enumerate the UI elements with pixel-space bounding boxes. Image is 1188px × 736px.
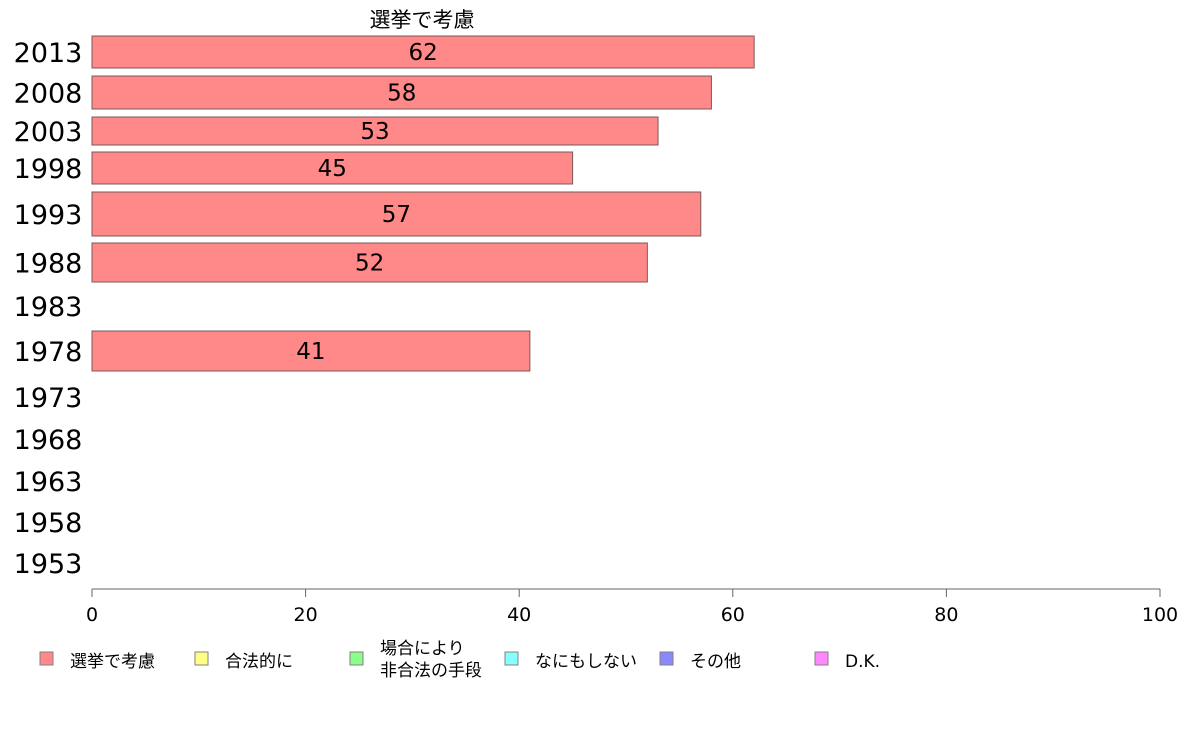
legend-label: 選挙で考慮 [70,652,155,672]
bar-value-label: 45 [318,156,347,182]
category-label: 1953 [14,549,83,580]
category-label: 1973 [14,383,83,414]
x-axis: 0 20 40 60 80 100 [86,588,1178,626]
category-labels: 2013 2008 2003 1998 1993 1988 1983 1978 1973 1968… [14,38,83,580]
x-tick-label: 80 [934,604,958,626]
category-label: 1993 [14,200,83,231]
legend-label: その他 [690,652,741,672]
category-label: 1978 [14,337,83,368]
category-label: 1988 [14,249,83,280]
bar [91,35,755,69]
bar [91,75,712,110]
category-label: 1958 [14,508,83,539]
category-label: 1983 [14,292,83,323]
x-tick-label: 100 [1142,604,1178,626]
category-label: 2008 [14,79,83,110]
category-label: 1963 [14,467,83,498]
category-label: 1968 [14,425,83,456]
bar [91,191,702,237]
x-tick-label: 60 [721,604,745,626]
legend-swatch [659,651,674,666]
legend-label: D.K. [845,652,880,672]
x-tick-label: 40 [507,604,531,626]
bar-value-label: 57 [382,202,411,228]
bar-value-label: 62 [408,40,437,66]
legend-label: 場合により非合法の手段 [380,639,482,681]
legend-swatch [194,651,209,666]
legend-swatch [814,651,829,666]
legend: 選挙で考慮 合法的に 場合により非合法の手段 なにもしない その他 D.K. [39,639,880,681]
bar [91,242,648,283]
bar [91,116,659,146]
bar-value-label: 58 [387,81,416,107]
legend-label: なにもしない [535,652,637,672]
category-label: 1998 [14,154,83,185]
bar-value-label: 41 [296,339,325,365]
x-tick-label: 0 [86,604,98,626]
legend-swatch [349,651,364,666]
x-tick-label: 20 [294,604,318,626]
bar-value-label: 52 [355,251,384,277]
chart-title: 選挙で考慮 [370,8,475,32]
bars-group: 62 58 53 45 57 52 41 [91,35,755,372]
category-label: 2003 [14,117,83,148]
bar [91,151,574,185]
bar-value-label: 53 [360,119,389,145]
legend-swatch [504,651,519,666]
category-label: 2013 [14,38,83,69]
legend-label: 合法的に [225,652,293,672]
bar [91,330,531,372]
legend-swatch [39,651,54,666]
